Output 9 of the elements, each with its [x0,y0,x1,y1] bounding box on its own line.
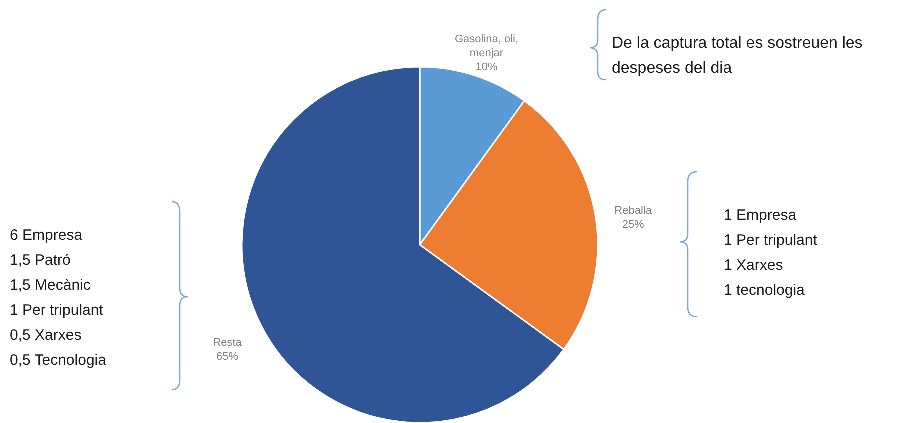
text: 1 Empresa 1 Per tripulant 1 Xarxes 1 tecnologia [724,207,818,299]
slice-label: Gasolina, oli, menjar [454,34,519,60]
slice-label: Reballa [614,205,653,218]
data-label: 65% [216,351,239,364]
data-label: 10% [476,62,498,74]
slice-label: Resta [213,337,243,350]
data-label: 25% [622,219,645,232]
text: 6 Empresa 1,5 Patró 1,5 Mecànic 1 Per tripulant 0,5 Xarxes 0,5 Tecnologia [10,227,108,369]
text: De la captura total es sostreuen les despeses del dia [612,35,863,77]
